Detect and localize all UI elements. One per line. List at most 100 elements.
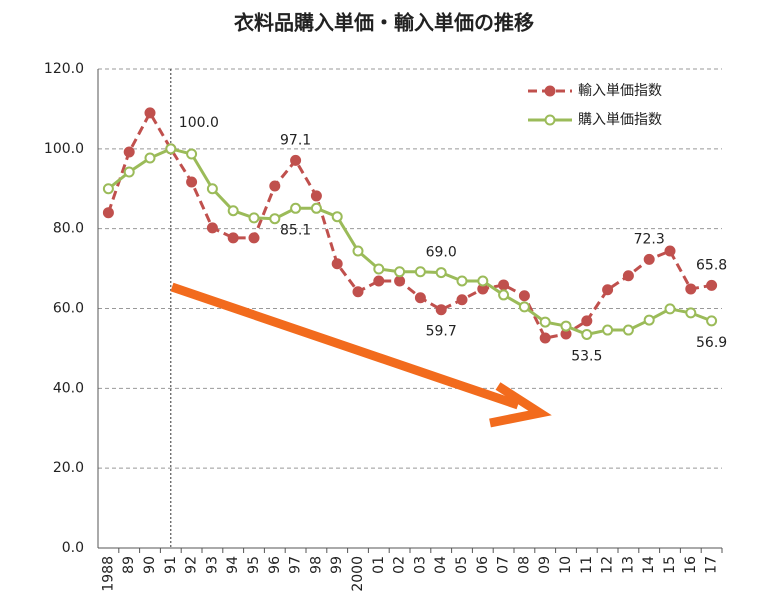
series-line	[106, 109, 712, 340]
data-point	[290, 154, 302, 166]
data-point	[310, 202, 322, 214]
x-tick-label: 15	[662, 556, 678, 574]
data-point	[269, 213, 281, 225]
x-tick-label: 94	[225, 556, 241, 574]
data-point	[269, 180, 281, 192]
data-point	[602, 324, 614, 336]
trend-arrow-head	[489, 382, 552, 428]
data-point	[664, 245, 676, 257]
x-tick-label: 02	[392, 556, 408, 574]
data-point	[394, 266, 406, 278]
x-tick-label: 06	[475, 556, 491, 574]
y-tick-label: 80.0	[53, 221, 84, 237]
data-label: 59.7	[426, 324, 457, 340]
x-tick-label: 2000	[350, 556, 366, 592]
data-point	[498, 289, 510, 301]
data-point	[186, 176, 198, 188]
data-point	[206, 222, 218, 234]
data-label: 97.1	[280, 132, 311, 148]
data-point	[414, 266, 426, 278]
data-label: 65.8	[696, 257, 727, 273]
data-point	[186, 148, 198, 160]
x-tick-label: 05	[454, 556, 470, 574]
data-point	[123, 166, 135, 178]
data-point	[331, 211, 343, 223]
data-point	[477, 275, 489, 287]
x-tick-label: 16	[683, 556, 699, 574]
trend-arrow	[170, 282, 520, 410]
x-tick-label: 91	[163, 556, 179, 574]
data-point	[706, 279, 718, 291]
x-tick-label: 01	[371, 556, 387, 574]
data-label: 72.3	[634, 231, 665, 247]
legend-label: 購入単価指数	[578, 112, 662, 128]
x-tick-label: 89	[121, 556, 137, 574]
data-point	[102, 207, 114, 219]
data-point	[248, 212, 260, 224]
data-point	[290, 202, 302, 214]
data-point	[227, 205, 239, 217]
data-point	[560, 320, 572, 332]
x-tick-label: 08	[516, 556, 532, 574]
data-point	[518, 301, 530, 313]
data-point	[706, 315, 718, 327]
data-point	[498, 279, 510, 291]
x-tick-label: 04	[433, 556, 449, 574]
data-point	[456, 275, 468, 287]
x-tick-label: 13	[620, 556, 636, 574]
data-point	[581, 315, 593, 327]
x-tick-label: 96	[267, 556, 283, 574]
data-point	[685, 307, 697, 319]
data-point	[144, 152, 156, 164]
data-point	[352, 286, 364, 298]
x-tick-label: 09	[537, 556, 553, 574]
data-label: 85.1	[280, 222, 311, 238]
data-label: 56.9	[696, 335, 727, 351]
data-point	[539, 332, 551, 344]
x-tick-label: 92	[184, 556, 200, 574]
data-point	[102, 183, 114, 195]
x-tick-label: 1988	[100, 556, 116, 592]
legend-marker	[544, 85, 556, 97]
data-point	[622, 324, 634, 336]
data-point	[539, 316, 551, 328]
x-tick-label: 03	[412, 556, 428, 574]
y-tick-label: 60.0	[53, 301, 84, 317]
x-tick-label: 98	[308, 556, 324, 574]
data-point	[331, 258, 343, 270]
y-tick-label: 120.0	[44, 61, 84, 77]
data-point	[581, 328, 593, 340]
x-tick-label: 17	[704, 556, 720, 574]
data-point	[373, 275, 385, 287]
data-point	[227, 232, 239, 244]
y-tick-label: 0.0	[62, 540, 84, 556]
x-tick-label: 95	[246, 556, 262, 574]
x-tick-label: 93	[204, 556, 220, 574]
data-point	[435, 304, 447, 316]
data-point	[664, 303, 676, 315]
y-tick-label: 40.0	[53, 380, 84, 396]
data-point	[352, 245, 364, 257]
data-point	[248, 232, 260, 244]
data-point	[643, 253, 655, 265]
x-tick-label: 07	[496, 556, 512, 574]
legend-label: 輸入単価指数	[578, 83, 662, 99]
x-tick-label: 90	[142, 556, 158, 574]
legend-marker	[544, 114, 556, 126]
data-point	[622, 270, 634, 282]
x-tick-label: 12	[600, 556, 616, 574]
x-tick-label: 11	[579, 556, 595, 574]
x-tick-label: 10	[558, 556, 574, 574]
x-tick-label: 99	[329, 556, 345, 574]
data-point	[144, 107, 156, 119]
data-point	[123, 146, 135, 158]
series-line	[107, 147, 713, 337]
data-point	[310, 190, 322, 202]
data-point	[685, 283, 697, 295]
data-point	[456, 294, 468, 306]
data-point	[373, 263, 385, 275]
data-point	[602, 284, 614, 296]
data-point	[165, 143, 177, 155]
data-point	[206, 183, 218, 195]
